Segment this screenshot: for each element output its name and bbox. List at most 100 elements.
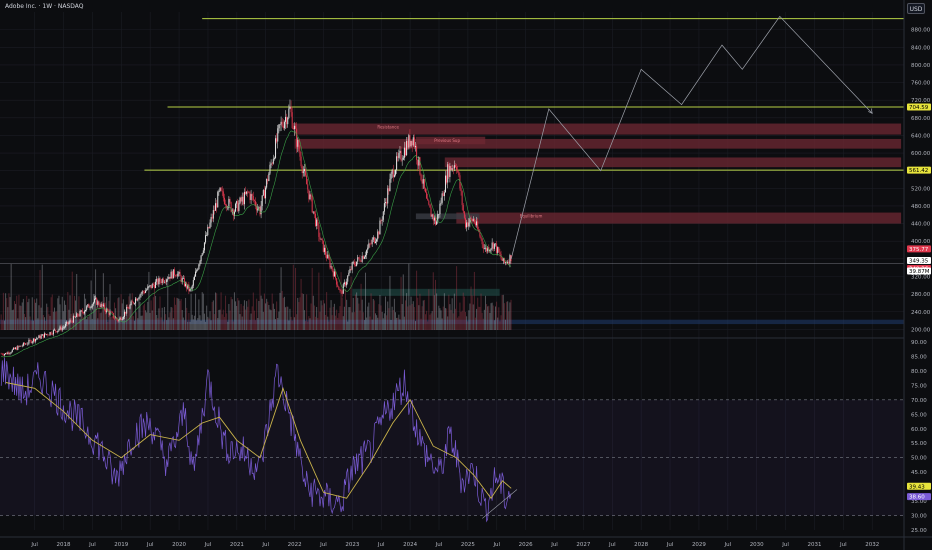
volume-bar [412,301,414,330]
volume-bar [489,312,491,330]
projection-line[interactable] [510,15,873,259]
candle-body [412,137,414,146]
volume-bar [112,315,114,330]
volume-bar [488,305,490,330]
candle-body [166,279,168,283]
rsi-axis-tick-label: 55.00 [911,441,927,447]
candle-body [191,285,193,289]
volume-bar [500,315,502,330]
candle-body [243,191,245,205]
volume-bar [256,298,258,330]
candle-body [367,247,369,251]
candle-body [306,175,308,185]
volume-bar [18,294,20,330]
volume-bar [355,294,357,330]
volume-bar [122,299,124,330]
volume-bar [158,308,160,330]
volume-bar [349,307,351,330]
candle-body [97,301,99,305]
volume-bar [102,273,104,330]
candle-body [454,165,456,167]
volume-bar [322,300,324,330]
volume-bar [290,316,292,330]
candle-body [115,317,117,319]
volume-bar [454,308,456,330]
projection-path[interactable] [510,15,873,259]
candle-body [259,207,261,215]
candle-body [233,211,235,216]
volume-bar [226,313,228,330]
candle-body [315,213,317,226]
candle-body [239,197,241,204]
volume-bar [2,292,4,330]
volume-bar [128,296,130,330]
candle-body [102,304,104,307]
candle-body [99,305,101,308]
candle-body [189,289,191,291]
price-axis-tick-label: 400.00 [911,239,931,245]
volume-bar [315,316,317,330]
volume-bar [286,306,288,330]
candle-body [56,331,58,333]
volume-bar [362,312,364,330]
volume-bar [305,321,307,330]
volume-bar [10,263,12,330]
volume-bar [411,303,413,330]
candle-body [153,284,155,289]
volume-bar [383,313,385,330]
candle-body [201,253,203,256]
volume-bar [191,314,193,330]
volume-bar [298,302,300,330]
candle-body [238,203,240,212]
volume-bar [138,297,140,330]
volume-bar [470,286,472,330]
volume-bar [17,318,19,330]
candle-body [329,259,331,268]
candle-body [333,271,335,277]
price-axis-tick-label: 440.00 [911,222,931,228]
volume-bar [478,306,480,330]
candle-body [411,140,413,146]
candle-body [351,262,353,270]
candle-body [283,121,285,129]
volume-bar [29,316,31,330]
candle-body [80,310,82,312]
volume-bar [189,321,191,330]
volume-bar [449,304,451,330]
volume-bar [195,293,197,330]
volume-bar [103,297,105,330]
candle-body [199,261,201,265]
volume-bar [209,311,211,330]
volume-bar [130,303,132,330]
candle-body [281,121,283,126]
volume-bar [133,320,135,330]
candle-body [439,203,441,215]
candle-body [446,175,448,183]
candle-body [142,291,144,293]
candle-body [491,242,493,249]
volume-bar [56,311,58,330]
volume-bar [86,319,88,330]
candle-body [401,159,403,161]
candle-body [256,206,258,211]
volume-bar [52,311,54,330]
candle-body [48,335,50,336]
candle-body [443,192,445,197]
volume-bar [317,317,319,330]
candle-body [186,282,188,289]
candle-body [501,258,503,261]
candle-body [363,256,365,259]
candle-body [338,286,340,290]
volume-bar [504,319,506,330]
candle-body [18,345,20,347]
candle-body [453,165,455,169]
candle-body [305,169,307,176]
candle-body [268,173,270,181]
time-axis-tick-label: Jul [435,542,443,548]
volume-bar [510,299,512,330]
candle-body [427,198,429,201]
volume-bar [320,300,322,330]
price-axis-tick-label: 840.00 [911,45,931,51]
currency-button[interactable]: USD [907,3,925,14]
